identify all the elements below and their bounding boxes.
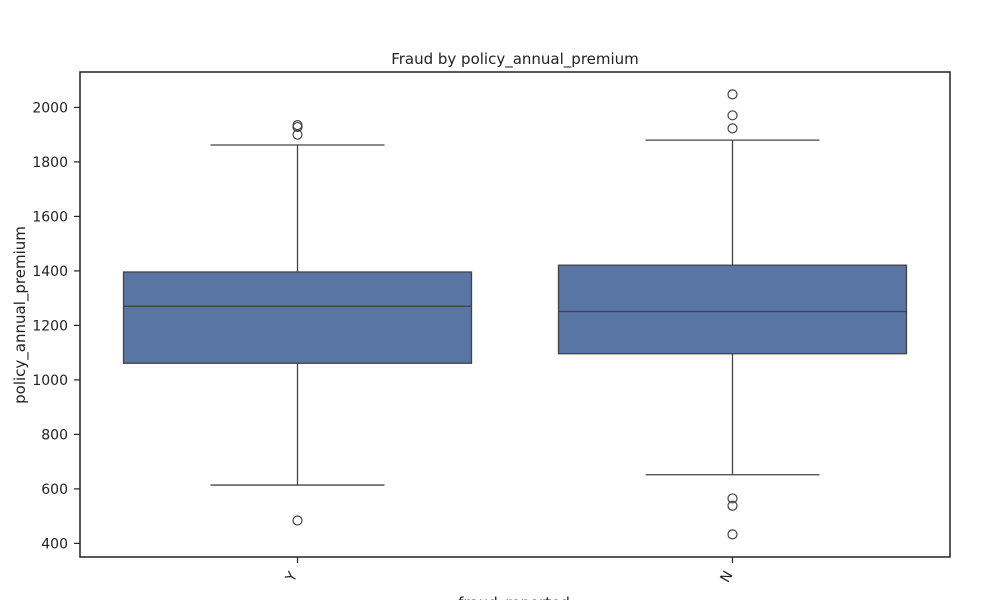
y-tick-label: 600 <box>41 482 68 498</box>
y-tick-label: 1400 <box>32 264 68 280</box>
box-N <box>557 264 908 355</box>
outlier-point <box>727 123 738 134</box>
x-axis-label: fraud_reported <box>458 594 570 600</box>
y-tick-label: 2000 <box>32 100 68 116</box>
x-tick-label: Y <box>282 569 301 586</box>
y-tick-label: 1000 <box>32 373 68 389</box>
chart-title: Fraud by policy_annual_premium <box>391 50 639 69</box>
y-tick-label: 1800 <box>32 155 68 171</box>
outlier-point <box>292 515 303 526</box>
outlier-point <box>292 120 303 131</box>
x-tick-label: N <box>717 568 736 585</box>
y-tick-label: 1600 <box>32 209 68 225</box>
outlier-point <box>727 493 738 504</box>
y-tick-label: 1200 <box>32 318 68 334</box>
y-tick-label: 800 <box>41 427 68 443</box>
outlier-point <box>727 110 738 121</box>
box-Y <box>122 271 473 364</box>
outlier-point <box>727 500 738 511</box>
plot-frame <box>79 71 951 558</box>
outlier-point <box>727 89 738 100</box>
y-tick-label: 400 <box>41 536 68 552</box>
outlier-point <box>727 529 738 540</box>
plot-area: 400 600 800 1000 1200 1400 1600 1800 2000 Y N <box>32 71 951 586</box>
y-axis-label: policy_annual_premium <box>11 226 30 404</box>
